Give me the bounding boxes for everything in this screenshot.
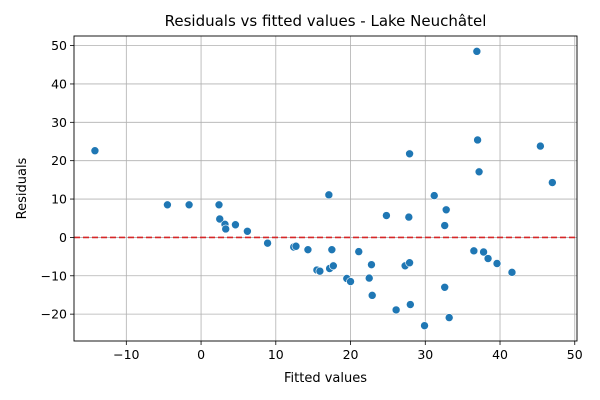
data-point [441,205,451,215]
y-axis-label: Residuals [15,157,30,219]
data-point [221,224,231,234]
data-point [214,200,224,210]
x-tick-label: 0 [197,347,205,362]
data-point [263,238,272,248]
data-point [404,212,414,222]
data-point [231,220,240,230]
x-axis-label: Fitted values [284,371,367,386]
x-tick-label: 50 [567,347,583,362]
data-point [327,245,337,254]
y-tick-label: −10 [41,268,67,283]
data-point [324,190,334,200]
y-tick-label: −20 [41,307,67,322]
data-point [329,261,338,271]
data-point [479,247,488,257]
data-point [483,254,493,263]
y-tick-label: 30 [51,115,67,130]
data-point [315,266,325,276]
data-point [184,200,194,210]
data-point [548,178,557,187]
data-point [474,167,484,177]
data-point [243,226,252,236]
data-point [406,300,415,309]
chart-title: Residuals vs fitted values - Lake Neuchâ… [165,12,487,30]
x-tick-label: 20 [343,347,359,362]
data-point [367,260,376,269]
data-point [303,245,313,254]
data-point [215,214,225,224]
data-point [492,259,502,268]
x-tick-label: 10 [268,347,284,362]
data-point [354,247,364,256]
data-point [507,268,517,277]
y-tick-label: 0 [59,230,67,245]
data-point [472,47,482,56]
data-point [382,211,391,220]
data-point [346,277,355,286]
data-point [429,191,439,200]
data-point [90,146,100,156]
data-point [367,291,377,300]
data-point [364,273,374,283]
grid [74,36,577,341]
x-tick-label: 30 [417,347,433,362]
y-tick-label: 10 [51,192,67,207]
data-point [473,135,482,145]
data-point [405,149,414,159]
data-point [536,141,545,151]
x-tick-label: −10 [113,347,139,362]
data-point [405,258,414,268]
y-tick-label: 40 [51,76,67,91]
data-point [444,313,454,322]
x-tick-label: 40 [492,347,508,362]
axis-ticks: −10 0 10 20 30 40 50 −20 −10 0 10 20 30 40 50 [41,38,583,362]
data-point [420,321,429,330]
scatter-points [90,47,557,330]
data-point [469,246,479,256]
data-point [163,200,172,210]
data-point [391,305,401,315]
data-point [440,221,450,230]
data-point [440,282,450,292]
y-tick-label: 20 [51,153,67,168]
plot-frame [73,35,578,342]
y-tick-label: 50 [51,38,67,53]
data-point [291,241,301,251]
